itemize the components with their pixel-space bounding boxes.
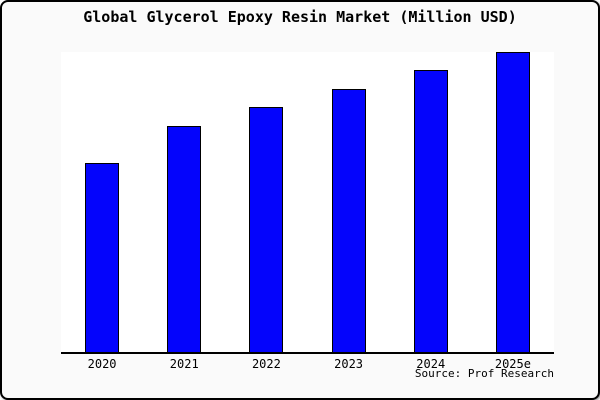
x-axis-labels: 2020 2021 2022 2023 2024 2025e [61,357,554,373]
bar-2025e [495,52,530,352]
bar-2021 [167,126,202,352]
plot-area [61,52,554,354]
x-axis-label-2020: 2020 [87,357,117,371]
x-axis-label-2024: 2024 [416,357,446,371]
x-axis-label-2021: 2021 [169,357,199,371]
bar-2023 [331,89,366,352]
x-axis-label-2025e: 2025e [494,357,531,371]
x-axis-label-2022: 2022 [251,357,281,371]
bar-2022 [249,107,284,352]
chart-title: Global Glycerol Epoxy Resin Market (Mill… [83,8,517,26]
bar-2020 [85,163,120,352]
bar-2024 [413,70,448,352]
x-axis-label-2023: 2023 [334,357,364,371]
source-credit: Source: Prof Research [414,367,554,380]
